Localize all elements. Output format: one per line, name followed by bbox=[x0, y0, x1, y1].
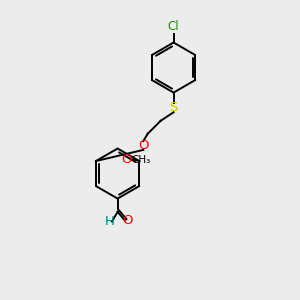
Text: H: H bbox=[105, 215, 115, 228]
Text: O: O bbox=[138, 139, 148, 152]
Text: O: O bbox=[121, 153, 131, 166]
Text: Cl: Cl bbox=[168, 20, 179, 33]
Text: S: S bbox=[169, 101, 178, 114]
Text: O: O bbox=[122, 214, 133, 227]
Text: CH₃: CH₃ bbox=[131, 154, 151, 165]
